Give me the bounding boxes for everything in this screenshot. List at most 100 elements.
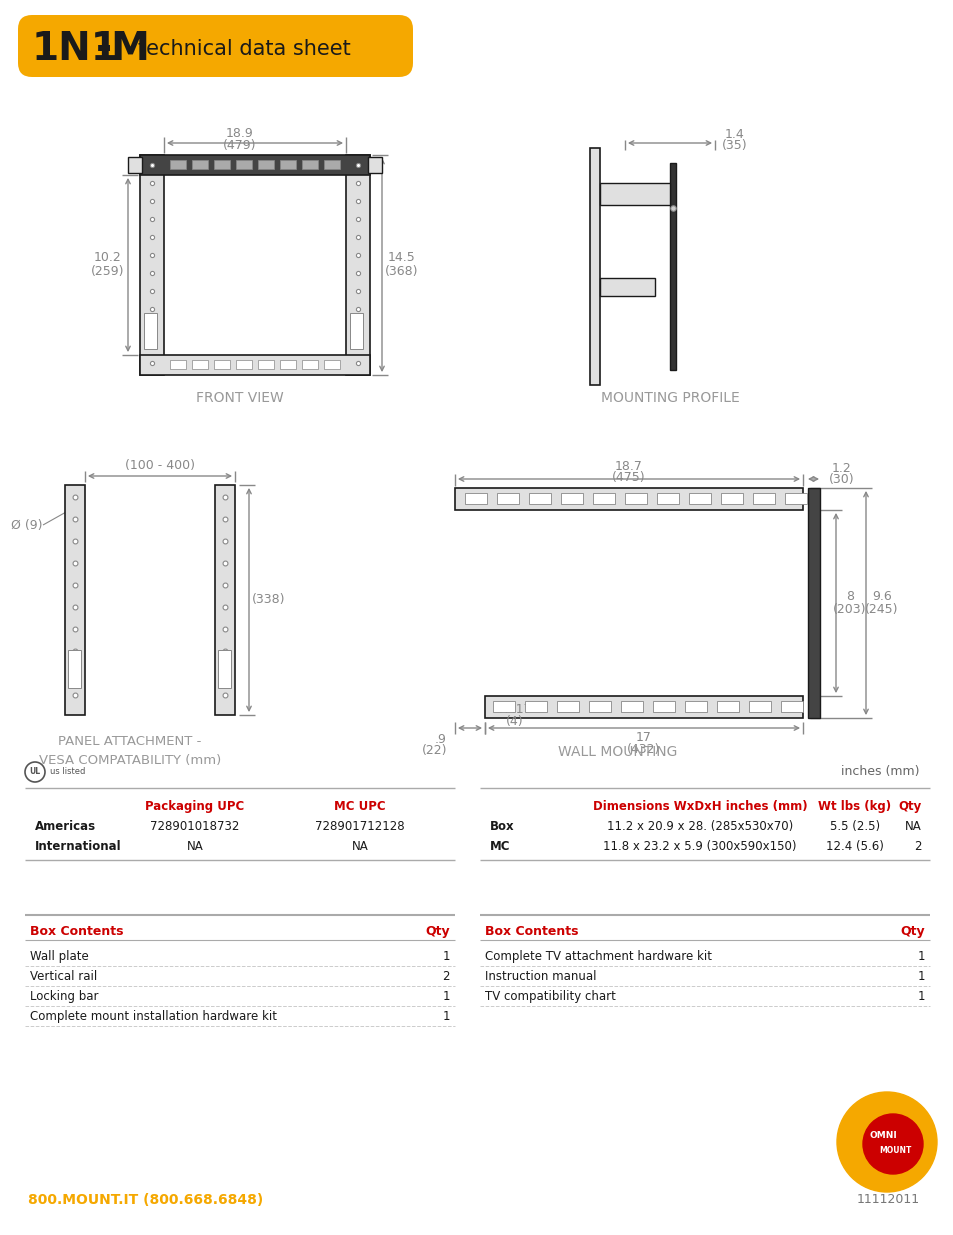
Text: Qty: Qty (898, 800, 921, 813)
Text: (35): (35) (721, 138, 747, 152)
Bar (280, 161, 295, 169)
Bar (588, 701, 610, 713)
Text: Packaging UPC: Packaging UPC (145, 800, 244, 813)
Text: MOUNTING PROFILE: MOUNTING PROFILE (600, 391, 739, 405)
Text: 1.4: 1.4 (724, 127, 744, 141)
Bar (235, 161, 252, 169)
Text: (368): (368) (385, 264, 418, 278)
Text: 1: 1 (442, 1010, 450, 1023)
Text: Wall plate: Wall plate (30, 950, 89, 963)
Text: 18.9: 18.9 (226, 126, 253, 140)
Bar (65, 485, 85, 715)
Text: Qty: Qty (425, 925, 450, 939)
Text: Wt lbs (kg): Wt lbs (kg) (818, 800, 891, 813)
Text: Americas: Americas (35, 820, 96, 832)
Text: (4): (4) (506, 715, 523, 729)
Bar (784, 493, 806, 504)
Bar (484, 697, 802, 718)
Bar (652, 701, 675, 713)
Bar (213, 359, 230, 369)
Text: (475): (475) (612, 472, 645, 484)
Text: 9.6: 9.6 (871, 589, 891, 603)
Text: 1: 1 (442, 990, 450, 1003)
Text: (479): (479) (223, 138, 256, 152)
Text: 1N1: 1N1 (32, 30, 119, 68)
Text: 1: 1 (442, 950, 450, 963)
Bar (218, 650, 231, 688)
Bar (720, 493, 742, 504)
Bar (589, 148, 599, 385)
Text: Instruction manual: Instruction manual (484, 969, 596, 983)
Text: Box Contents: Box Contents (30, 925, 123, 939)
Text: FRONT VIEW: FRONT VIEW (196, 391, 284, 405)
Bar (752, 493, 774, 504)
Bar (170, 161, 186, 169)
Text: 12.4 (5.6): 12.4 (5.6) (825, 840, 883, 853)
Text: 5.5 (2.5): 5.5 (2.5) (829, 820, 879, 832)
Text: 1: 1 (917, 990, 924, 1003)
Text: inches (mm): inches (mm) (841, 766, 919, 778)
Bar (599, 278, 655, 296)
Text: 14.5: 14.5 (388, 251, 416, 263)
Text: (338): (338) (252, 594, 286, 606)
Bar (128, 157, 142, 173)
Bar (497, 493, 518, 504)
FancyBboxPatch shape (18, 15, 413, 77)
Bar (560, 493, 582, 504)
Bar (140, 354, 370, 375)
Text: .9: .9 (435, 734, 447, 746)
Bar (302, 161, 317, 169)
Text: 800.MOUNT.IT (800.668.6848): 800.MOUNT.IT (800.668.6848) (28, 1193, 263, 1207)
Text: (259): (259) (91, 264, 125, 278)
Text: Box Contents: Box Contents (484, 925, 578, 939)
Text: 11.2 x 20.9 x 28. (285x530x70): 11.2 x 20.9 x 28. (285x530x70) (606, 820, 792, 832)
Bar (781, 701, 802, 713)
Text: (22): (22) (421, 745, 447, 757)
Text: NA: NA (904, 820, 921, 832)
Text: technical data sheet: technical data sheet (138, 40, 351, 59)
Text: Dimensions WxDxH inches (mm): Dimensions WxDxH inches (mm) (592, 800, 806, 813)
Text: MC: MC (490, 840, 510, 853)
Text: Ø (9): Ø (9) (11, 519, 43, 531)
Bar (624, 493, 646, 504)
Bar (170, 359, 186, 369)
Text: 8: 8 (845, 589, 853, 603)
Bar (493, 701, 515, 713)
Text: 18.7: 18.7 (615, 461, 642, 473)
Bar (464, 493, 486, 504)
Bar (807, 488, 820, 718)
Text: Vertical rail: Vertical rail (30, 969, 97, 983)
Bar (192, 359, 208, 369)
Text: Qty: Qty (900, 925, 924, 939)
Text: (100 - 400): (100 - 400) (125, 458, 194, 472)
Text: WALL MOUNTING: WALL MOUNTING (558, 745, 677, 760)
Bar (144, 312, 157, 350)
Text: 10.2: 10.2 (94, 251, 122, 263)
Text: 11112011: 11112011 (856, 1193, 919, 1207)
Bar (669, 163, 676, 370)
Text: us listed: us listed (50, 767, 85, 777)
Text: 17: 17 (636, 731, 651, 745)
Bar (350, 312, 363, 350)
Bar (280, 359, 295, 369)
Text: OMNI: OMNI (868, 1131, 896, 1140)
Bar (140, 156, 370, 175)
Text: 1: 1 (917, 969, 924, 983)
Circle shape (862, 1114, 923, 1174)
Text: MOUNT: MOUNT (878, 1146, 910, 1156)
Bar (748, 701, 770, 713)
Text: UL: UL (30, 767, 41, 777)
Bar (368, 157, 381, 173)
Bar (657, 493, 679, 504)
Text: Box: Box (490, 820, 514, 832)
Text: (30): (30) (828, 473, 854, 487)
Bar (235, 359, 252, 369)
Bar (620, 701, 642, 713)
Bar (593, 493, 615, 504)
Text: 728901018732: 728901018732 (151, 820, 239, 832)
Text: (203): (203) (832, 603, 866, 615)
Bar (688, 493, 710, 504)
Text: MC UPC: MC UPC (334, 800, 385, 813)
Bar (557, 701, 578, 713)
Bar (717, 701, 739, 713)
